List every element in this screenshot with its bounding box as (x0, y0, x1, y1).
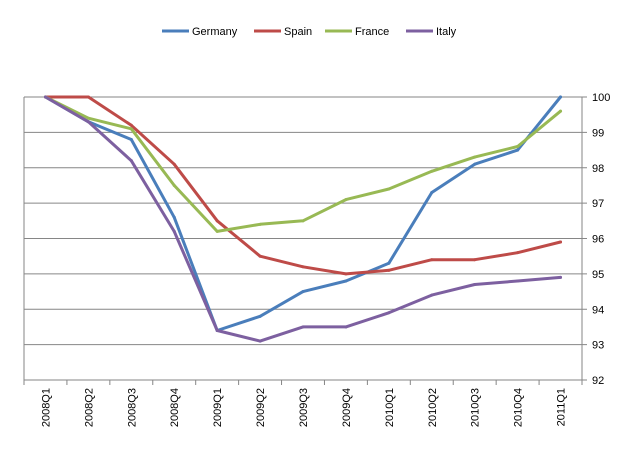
data-point-france (559, 109, 563, 113)
data-point-spain (344, 272, 348, 276)
data-point-italy (258, 339, 262, 343)
data-point-italy (43, 95, 47, 99)
data-point-spain (430, 258, 434, 262)
x-tick-label: 2008Q2 (83, 388, 95, 427)
data-point-spain (172, 162, 176, 166)
x-tick-label: 2010Q2 (427, 388, 439, 427)
y-tick-label: 95 (592, 269, 604, 281)
data-point-italy (172, 229, 176, 233)
data-point-france (430, 169, 434, 173)
data-point-germany (430, 191, 434, 195)
data-point-italy (559, 275, 563, 279)
data-point-spain (559, 240, 563, 244)
data-point-germany (258, 314, 262, 318)
legend-label-france: France (355, 26, 389, 38)
data-point-italy (344, 325, 348, 329)
y-tick-label: 94 (592, 304, 604, 316)
x-tick-label: 2008Q1 (40, 388, 52, 427)
data-point-italy (129, 159, 133, 163)
gridlines (24, 96, 582, 381)
series-line-italy (44, 95, 562, 343)
x-tick-label: 2010Q4 (513, 388, 525, 427)
series-line-france (44, 95, 562, 233)
data-point-germany (344, 279, 348, 283)
data-point-spain (473, 258, 477, 262)
data-point-germany (301, 290, 305, 294)
data-point-spain (258, 254, 262, 258)
legend-label-spain: Spain (284, 26, 312, 38)
y-tick-label: 100 (592, 92, 610, 104)
data-point-italy (473, 282, 477, 286)
data-point-italy (387, 311, 391, 315)
data-point-germany (129, 137, 133, 141)
data-point-italy (516, 279, 520, 283)
data-point-france (258, 222, 262, 226)
series-line-spain (44, 95, 562, 276)
series-lines (43, 95, 563, 343)
data-point-germany (387, 261, 391, 265)
data-point-france (516, 145, 520, 149)
x-tick-label: 2011Q1 (556, 388, 568, 426)
data-point-italy (430, 293, 434, 297)
data-point-france (129, 127, 133, 131)
legend: Germany Spain France Italy (162, 26, 457, 38)
x-tick-label: 2009Q1 (212, 388, 224, 427)
y-tick-label: 97 (592, 198, 604, 210)
x-tick-label: 2008Q3 (126, 388, 138, 427)
data-point-spain (129, 123, 133, 127)
axes: 92 93 94 95 96 97 98 99 100 2008Q1 2008Q2 2008Q3 200… (23, 92, 610, 427)
x-tick-label: 2009Q4 (341, 388, 353, 427)
data-point-spain (516, 251, 520, 255)
x-tick-label: 2008Q4 (169, 388, 181, 427)
data-point-italy (301, 325, 305, 329)
data-point-spain (387, 268, 391, 272)
data-point-france (172, 183, 176, 187)
y-tick-label: 99 (592, 127, 604, 139)
data-point-germany (559, 95, 563, 99)
y-tick-label: 96 (592, 234, 604, 246)
data-point-france (473, 155, 477, 159)
x-tick-label: 2010Q3 (470, 388, 482, 427)
data-point-spain (86, 95, 90, 99)
data-point-france (301, 219, 305, 223)
data-point-france (387, 187, 391, 191)
data-point-france (215, 229, 219, 233)
data-point-italy (215, 328, 219, 332)
x-tick-label: 2010Q1 (384, 388, 396, 427)
data-point-italy (86, 120, 90, 124)
y-tick-label: 92 (592, 375, 604, 387)
data-point-spain (215, 219, 219, 223)
x-tick-label: 2009Q3 (298, 388, 310, 427)
legend-label-germany: Germany (192, 26, 238, 38)
data-point-germany (516, 148, 520, 152)
y-tick-label: 98 (592, 163, 604, 175)
x-tick-label: 2009Q2 (255, 388, 267, 427)
data-point-germany (172, 215, 176, 219)
data-point-spain (301, 265, 305, 269)
data-point-germany (473, 162, 477, 166)
data-point-france (86, 116, 90, 120)
y-tick-label: 93 (592, 340, 604, 352)
data-point-france (344, 198, 348, 202)
legend-label-italy: Italy (436, 26, 457, 38)
